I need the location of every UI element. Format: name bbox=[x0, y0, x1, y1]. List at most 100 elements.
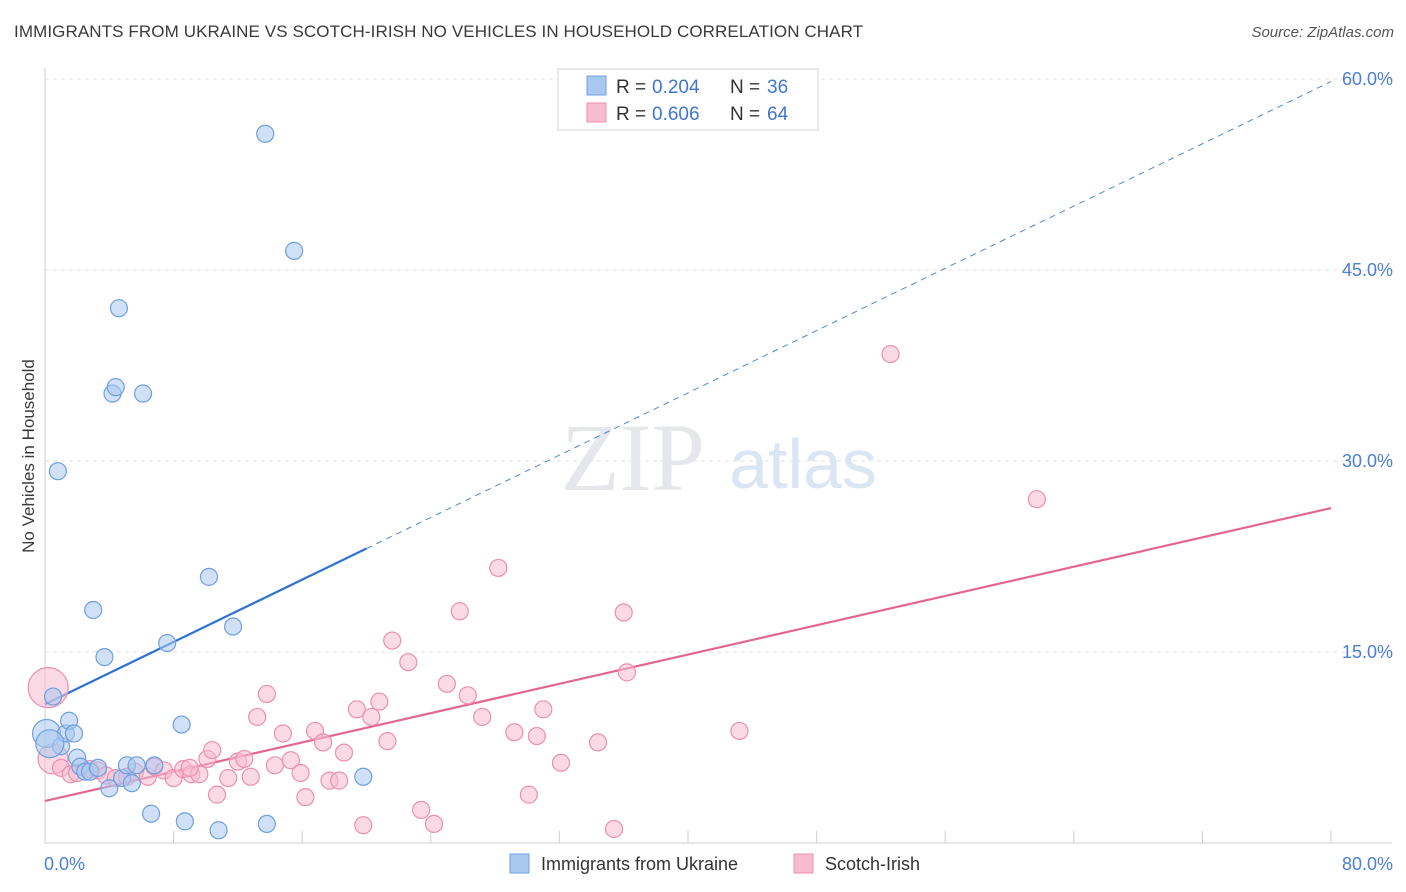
scotch-point-52 bbox=[519, 785, 538, 804]
scotch-point-31 bbox=[296, 788, 315, 807]
bottom-legend-label-ukraine: Immigrants from Ukraine bbox=[541, 854, 738, 874]
scotch-point-45 bbox=[424, 814, 444, 834]
scotch-point-59 bbox=[617, 663, 637, 682]
scotch-point-19 bbox=[203, 740, 222, 760]
scotch-point-23 bbox=[235, 749, 254, 769]
ukraine-point-1 bbox=[43, 687, 63, 706]
ukraine-point-12 bbox=[88, 758, 108, 777]
scotch-point-43 bbox=[399, 653, 418, 672]
legend-swatch-scotch bbox=[586, 102, 607, 123]
scotch-point-33 bbox=[313, 733, 333, 752]
y-tick-label-3: 60.0% bbox=[1342, 69, 1393, 89]
scotch-point-61 bbox=[881, 344, 900, 364]
ukraine-point-30 bbox=[223, 617, 243, 636]
scotch-point-55 bbox=[551, 753, 571, 772]
ukraine-point-13 bbox=[95, 647, 114, 667]
scotch-point-21 bbox=[219, 768, 238, 788]
x-tick-label-1: 80.0% bbox=[1342, 854, 1393, 874]
legend-box: R = 0.204 N = 36 R = 0.606 N = 64 bbox=[557, 68, 819, 131]
scotch-point-54 bbox=[534, 700, 553, 719]
ukraine-point-11 bbox=[84, 600, 103, 620]
chart-title: IMMIGRANTS FROM UKRAINE VS SCOTCH-IRISH … bbox=[14, 22, 864, 41]
bottom-legend: Immigrants from Ukraine Scotch-Irish bbox=[509, 853, 920, 874]
scotch-point-63 bbox=[180, 758, 199, 777]
ukraine-point-26 bbox=[172, 715, 191, 734]
ukraine-point-29 bbox=[209, 821, 228, 840]
scotch-point-42 bbox=[383, 631, 402, 650]
scotch-point-58 bbox=[614, 603, 633, 622]
legend-n-label-2: N = bbox=[730, 104, 760, 125]
legend-r-value-1: 0.204 bbox=[652, 77, 700, 98]
bottom-legend-swatch-ukraine bbox=[509, 853, 530, 874]
axes bbox=[44, 68, 1392, 844]
watermark-atlas: atlas bbox=[729, 425, 877, 503]
trend-line-dashed-0 bbox=[366, 81, 1332, 549]
watermark: ZIP atlas bbox=[561, 404, 877, 511]
grid-lines bbox=[45, 78, 1392, 653]
ukraine-point-22 bbox=[133, 384, 153, 403]
ukraine-point-17 bbox=[109, 299, 129, 318]
scotch-point-62 bbox=[1027, 490, 1046, 509]
ukraine-point-2 bbox=[48, 462, 67, 481]
ukraine-point-6 bbox=[64, 724, 84, 743]
scotch-point-25 bbox=[248, 707, 267, 727]
ukraine-point-32 bbox=[257, 814, 276, 834]
ukraine-point-21 bbox=[127, 756, 146, 775]
legend-swatch-ukraine bbox=[586, 75, 607, 96]
scotch-point-46 bbox=[437, 674, 456, 693]
tick-labels: 15.0% 30.0% 45.0% 60.0% 0.0% 80.0% bbox=[44, 69, 1393, 874]
legend-r-value-2: 0.606 bbox=[652, 104, 700, 125]
scotch-point-37 bbox=[347, 700, 366, 719]
scotch-point-27 bbox=[265, 756, 284, 775]
scotch-point-50 bbox=[489, 558, 508, 578]
ukraine-point-33 bbox=[285, 241, 304, 260]
legend-n-label-1: N = bbox=[730, 77, 760, 98]
ukraine-point-14 bbox=[100, 779, 119, 798]
ukraine-point-25 bbox=[158, 633, 177, 653]
y-axis-label: No Vehicles in Household bbox=[19, 359, 38, 553]
scotch-point-28 bbox=[273, 724, 293, 743]
ukraine-point-28 bbox=[199, 567, 219, 586]
y-tick-label-0: 15.0% bbox=[1342, 642, 1393, 662]
scotch-point-56 bbox=[588, 733, 608, 752]
y-tick-label-1: 30.0% bbox=[1342, 451, 1393, 471]
scotch-point-39 bbox=[362, 707, 381, 727]
scotch-point-49 bbox=[473, 707, 492, 727]
ukraine-point-24 bbox=[145, 756, 164, 775]
scotch-point-30 bbox=[291, 763, 310, 783]
y-tick-label-2: 45.0% bbox=[1342, 260, 1393, 280]
trend-line-0 bbox=[44, 547, 367, 706]
legend-r-label-1: R = bbox=[616, 77, 646, 98]
scotch-point-24 bbox=[241, 767, 260, 786]
scotch-point-47 bbox=[450, 602, 469, 621]
scotch-point-36 bbox=[334, 743, 354, 762]
scotch-point-38 bbox=[354, 816, 373, 835]
scotch-point-60 bbox=[730, 721, 749, 741]
scotch-point-20 bbox=[207, 785, 227, 804]
scotch-point-51 bbox=[505, 723, 524, 742]
data-points bbox=[27, 124, 1046, 840]
scotch-point-29 bbox=[281, 751, 301, 770]
scotch-point-41 bbox=[378, 732, 397, 751]
ukraine-point-16 bbox=[106, 378, 125, 397]
legend-r-label-2: R = bbox=[616, 104, 646, 125]
ukraine-point-27 bbox=[175, 812, 194, 831]
ukraine-point-31 bbox=[256, 124, 275, 143]
scotch-point-57 bbox=[604, 819, 624, 839]
ukraine-point-23 bbox=[141, 804, 161, 823]
legend-n-value-2: 64 bbox=[767, 104, 789, 125]
trend-lines bbox=[44, 81, 1332, 803]
ukraine-point-20 bbox=[122, 774, 141, 793]
bottom-legend-label-scotch: Scotch-Irish bbox=[825, 854, 920, 874]
scotch-point-48 bbox=[458, 686, 477, 705]
ukraine-point-34 bbox=[354, 767, 373, 786]
scotch-point-53 bbox=[527, 726, 546, 746]
ukraine-point-35 bbox=[35, 729, 65, 759]
scotch-point-26 bbox=[257, 684, 276, 704]
bottom-legend-swatch-scotch bbox=[793, 853, 814, 874]
scotch-point-44 bbox=[412, 800, 431, 819]
watermark-zip: ZIP bbox=[561, 404, 705, 511]
legend-n-value-1: 36 bbox=[767, 77, 788, 98]
scotch-point-40 bbox=[370, 692, 389, 711]
